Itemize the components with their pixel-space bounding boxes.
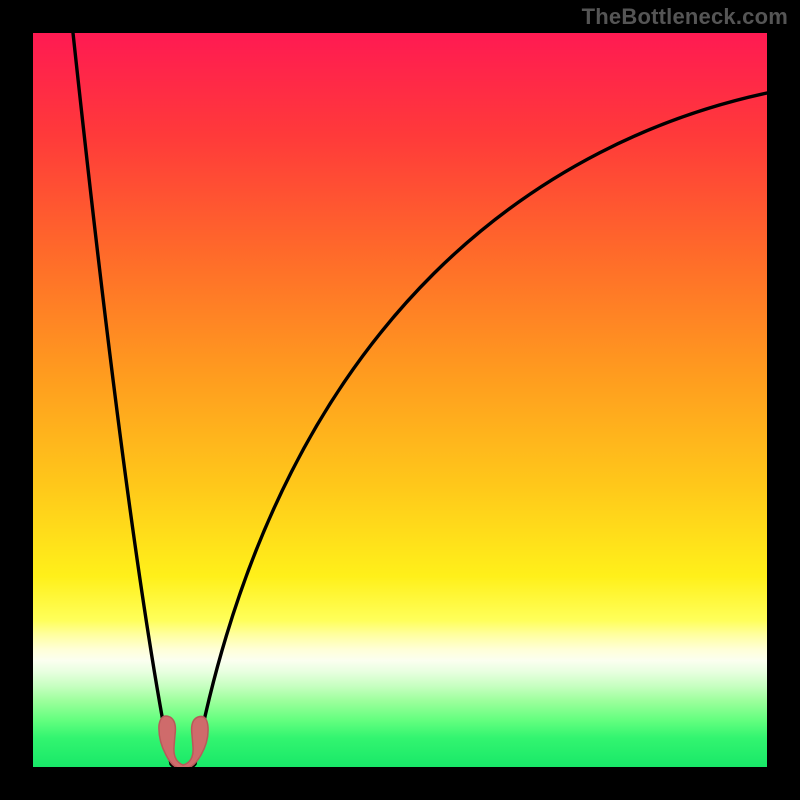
curve-layer — [33, 33, 767, 767]
curve-bulge — [159, 716, 208, 767]
watermark-text: TheBottleneck.com — [582, 4, 788, 30]
plot-area — [33, 33, 767, 767]
bottleneck-curve — [73, 33, 767, 767]
